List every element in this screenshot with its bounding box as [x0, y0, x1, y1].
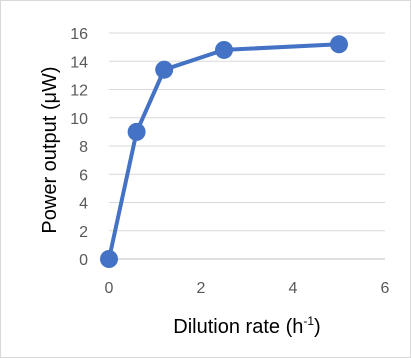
y-tick-label: 8	[79, 139, 88, 156]
x-tick-label: 2	[197, 280, 206, 297]
y-tick-label: 6	[79, 167, 88, 184]
x-axis-title-superscript: -1	[303, 314, 314, 328]
y-tick-label: 10	[70, 111, 88, 128]
data-point	[330, 35, 348, 54]
y-axis-title: Power output (μW)	[39, 66, 61, 233]
x-axis-title-main: Dilution rate (h	[173, 316, 303, 338]
series-layer	[100, 35, 348, 268]
y-tick-label: 12	[70, 83, 88, 100]
y-tick-label: 14	[70, 54, 88, 71]
y-tick-label: 4	[79, 196, 88, 213]
x-axis-title-end: )	[314, 316, 321, 338]
data-point	[215, 40, 233, 59]
data-point	[127, 122, 146, 141]
series-line	[107, 42, 340, 260]
y-tick-label: 2	[79, 224, 88, 241]
y-tick-label: 0	[79, 252, 88, 269]
x-tick-label: 6	[381, 280, 390, 297]
y-tick-label: 16	[70, 26, 88, 43]
x-tick-labels: 0 2 4 6	[105, 280, 390, 297]
x-tick-label: 0	[105, 280, 114, 297]
y-tick-labels: 0 2 4 6 8 10 12 14 16	[70, 26, 88, 269]
x-axis-title: Dilution rate (h-1)	[173, 314, 320, 338]
x-tick-label: 4	[289, 280, 298, 297]
data-point	[155, 60, 174, 79]
gridlines	[109, 32, 385, 260]
data-point	[100, 250, 118, 268]
